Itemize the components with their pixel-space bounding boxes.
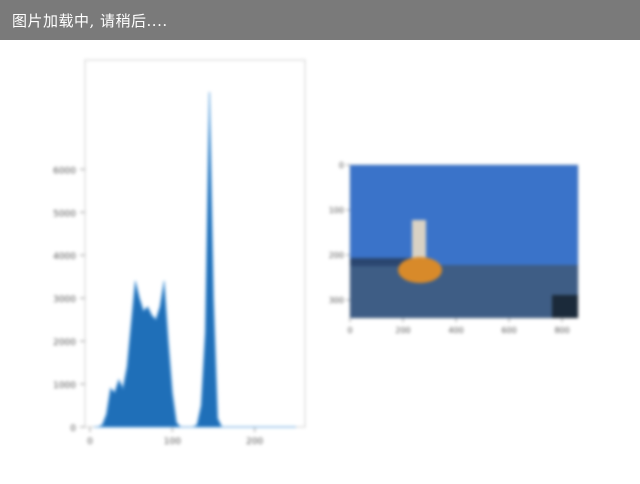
- image-x-ticks: 0 200 400 600 800: [347, 318, 570, 335]
- image-x-tick-label: 800: [554, 326, 569, 335]
- image-y-tick-label: 100: [329, 206, 344, 215]
- image-y-tick-label: 300: [329, 296, 344, 305]
- image-horizon-pier: [350, 258, 420, 266]
- histogram-series: [94, 92, 296, 428]
- image-sea: [350, 265, 578, 318]
- image-buoy: [398, 257, 442, 283]
- histogram-x-tick-label: 200: [246, 437, 263, 447]
- histogram-area: [94, 92, 296, 428]
- image-sky: [350, 165, 578, 265]
- image-x-tick-label: 600: [501, 326, 516, 335]
- image-x-tick-label: 200: [395, 326, 410, 335]
- image-x-tick-label: 0: [347, 326, 352, 335]
- histogram-y-tick-label: 5000: [53, 209, 76, 219]
- histogram-y-tick-label: 2000: [53, 338, 76, 348]
- histogram-x-tick-label: 0: [87, 437, 93, 447]
- histogram-y-ticks: 0 1000 2000 3000 4000 5000 6000: [53, 166, 85, 434]
- loading-banner: 图片加载中, 请稍后....: [0, 0, 640, 40]
- loading-text: 图片加载中, 请稍后....: [12, 12, 168, 30]
- histogram-y-tick-label: 3000: [53, 295, 76, 305]
- figure-area: 0 1000 2000 3000 4000 5000 6000 0 100 200 0 100 20…: [0, 40, 640, 480]
- image-y-tick-label: 200: [329, 251, 344, 260]
- image-plot: 0 100 200 300 0 200 400 600 800: [329, 161, 579, 335]
- histogram-frame: [84, 59, 306, 428]
- histogram-x-tick-label: 100: [164, 437, 181, 447]
- image-x-tick-label: 400: [448, 326, 463, 335]
- histogram-y-tick-label: 0: [70, 424, 76, 434]
- histogram-y-tick-label: 4000: [53, 252, 76, 262]
- histogram-y-tick-label: 6000: [53, 166, 76, 176]
- histogram-x-ticks: 0 100 200: [87, 427, 264, 447]
- image-tower: [412, 220, 426, 260]
- image-y-ticks: 0 100 200 300: [329, 161, 350, 305]
- histogram-y-tick-label: 1000: [53, 381, 76, 391]
- image-corner-rock: [552, 295, 578, 318]
- image-y-tick-label: 0: [339, 161, 344, 170]
